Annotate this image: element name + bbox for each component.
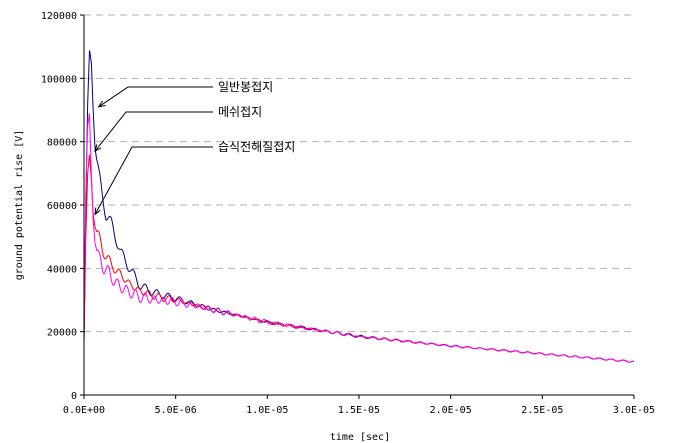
x-tick-label: 0.0E+00: [63, 405, 105, 416]
annotation-arrowhead: [94, 144, 102, 153]
x-axis-title: time [sec]: [330, 432, 390, 443]
x-tick-label: 3.0E-05: [613, 405, 655, 416]
x-tick-labels: 0.0E+00 5.0E-06 1.0E-05 1.5E-05 2.0E-05 2.5E-…: [63, 405, 655, 416]
y-axis-title: ground potential rise [V]: [14, 130, 25, 281]
annotation-arrowhead: [94, 207, 101, 216]
x-tick-label: 2.0E-05: [430, 405, 472, 416]
y-tick-labels: 0 20000 40000 60000 80000 100000 120000: [41, 11, 77, 402]
y-tick-label: 0: [71, 391, 77, 402]
y-tick-label: 120000: [41, 11, 77, 22]
x-tick-label: 1.0E-05: [246, 405, 288, 416]
y-tick-label: 80000: [47, 138, 77, 149]
x-tick-label: 2.5E-05: [521, 405, 563, 416]
axes: [80, 14, 635, 399]
y-tick-label: 20000: [47, 328, 77, 339]
annotation-leader: [98, 86, 213, 108]
x-tick-label: 1.5E-05: [338, 405, 380, 416]
annotation-arrowhead: [97, 100, 106, 108]
series-line-1: [83, 50, 635, 363]
series-line-2: [83, 154, 635, 363]
y-tick-label: 100000: [41, 74, 77, 85]
annotation-leader: [94, 111, 213, 152]
series-line-3: [83, 113, 635, 363]
y-tick-label: 40000: [47, 264, 77, 275]
annotation-label: 습식전해질접지: [218, 140, 295, 154]
gridlines: [84, 14, 634, 333]
series-group: [83, 50, 635, 363]
x-tick-label: 5.0E-06: [155, 405, 197, 416]
annotation-label: 일반봉접지: [218, 80, 273, 94]
y-tick-label: 60000: [47, 201, 77, 212]
annotation-leader: [94, 146, 213, 215]
annotation-label: 메쉬접지: [218, 105, 262, 119]
